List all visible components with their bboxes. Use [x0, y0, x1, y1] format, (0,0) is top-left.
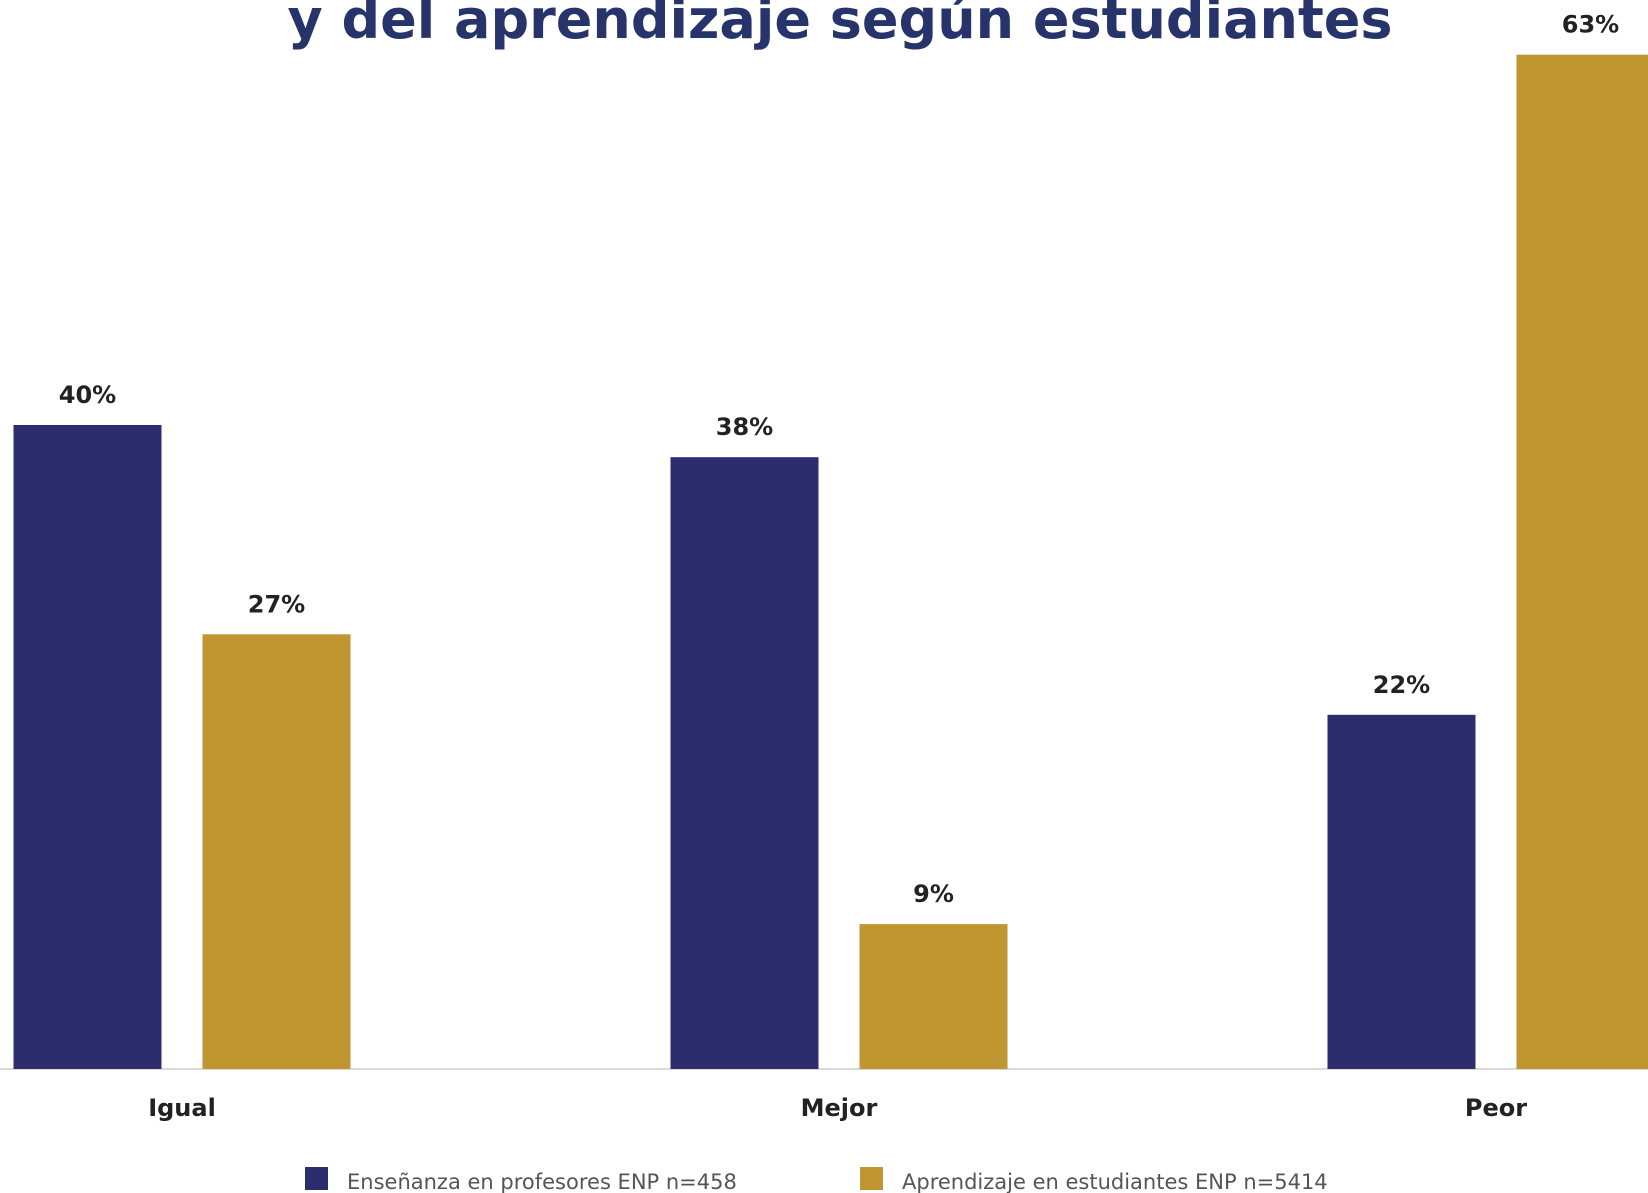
value-label: 22%	[1373, 671, 1430, 699]
bar	[202, 634, 351, 1069]
value-label: 63%	[1562, 11, 1619, 39]
x-tick-label: Mejor	[801, 1094, 878, 1122]
legend-label: Enseñanza en profesores ENP n=458	[347, 1170, 737, 1193]
legend-swatch	[305, 1167, 328, 1190]
value-label: 40%	[59, 381, 116, 409]
legend-swatch	[860, 1167, 883, 1190]
legend-label: Aprendizaje en estudiantes ENP n=5414	[902, 1170, 1328, 1193]
value-label: 38%	[716, 413, 773, 441]
bar	[13, 425, 162, 1069]
x-tick-label: Igual	[148, 1094, 216, 1122]
chart-title: y del aprendizaje según estudiantes	[287, 0, 1392, 51]
bar	[1516, 54, 1648, 1069]
value-label: 9%	[913, 880, 954, 908]
bar	[670, 457, 819, 1069]
value-label: 27%	[248, 590, 305, 618]
x-tick-label: Peor	[1465, 1094, 1527, 1122]
bar	[1327, 714, 1476, 1069]
bar	[859, 924, 1008, 1069]
